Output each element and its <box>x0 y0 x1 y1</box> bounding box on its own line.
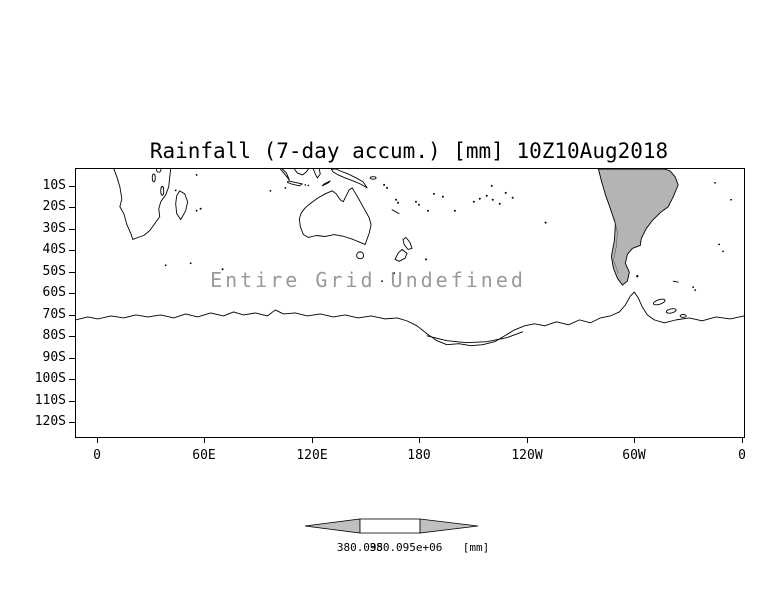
y-tick-mark <box>69 336 75 337</box>
x-tick-mark <box>527 438 528 443</box>
plot-title: Rainfall (7-day accum.) [mm] 10Z10Aug201… <box>149 139 669 163</box>
antarctica-coastline <box>76 291 744 347</box>
y-tick-mark <box>69 293 75 294</box>
borneo <box>293 169 309 176</box>
java <box>286 180 303 187</box>
y-tick-mark <box>69 315 75 316</box>
y-tick-mark <box>69 358 75 359</box>
y-tick-mark <box>69 250 75 251</box>
y-tick-label: 120S <box>34 414 66 429</box>
south-america-landmass <box>597 169 679 286</box>
y-tick-mark <box>69 229 75 230</box>
new-guinea-coastline <box>330 169 368 189</box>
antarctic-island <box>653 298 666 306</box>
ice-shelf-edge <box>426 331 524 344</box>
y-tick-label: 70S <box>42 307 66 322</box>
sumatra <box>279 169 290 181</box>
colorbar-right-arrow <box>419 518 479 534</box>
colorbar-tick-label: 380.095 <box>336 541 384 554</box>
colorbar <box>304 518 479 534</box>
y-tick-mark <box>69 272 75 273</box>
x-tick-label: 180 <box>407 448 431 463</box>
map-plot-area <box>75 168 745 438</box>
timor <box>321 180 331 187</box>
world-map <box>76 169 744 347</box>
sulawesi <box>312 169 321 179</box>
y-tick-label: 20S <box>42 199 66 214</box>
y-tick-label: 40S <box>42 242 66 257</box>
lake-malawi <box>160 185 165 196</box>
new-zealand-south-island <box>394 248 408 262</box>
y-tick-mark <box>69 207 75 208</box>
new-britain <box>369 176 377 180</box>
new-caledonia <box>391 209 400 215</box>
south-georgia <box>672 280 679 283</box>
tasmania <box>356 251 365 260</box>
x-tick-mark <box>204 438 205 443</box>
x-tick-mark <box>742 438 743 443</box>
y-tick-label: 110S <box>34 393 66 408</box>
x-tick-label: 60E <box>192 448 216 463</box>
colorbar-left-arrow <box>304 518 361 534</box>
y-tick-mark <box>69 186 75 187</box>
lake-victoria <box>156 169 162 173</box>
madagascar-coastline <box>175 190 189 221</box>
y-tick-label: 50S <box>42 264 66 279</box>
x-tick-mark <box>419 438 420 443</box>
antarctic-island <box>665 308 677 314</box>
y-tick-mark <box>69 379 75 380</box>
lake-tanganyika <box>151 173 156 183</box>
y-tick-label: 10S <box>42 178 66 193</box>
y-tick-label: 80S <box>42 328 66 343</box>
y-tick-label: 90S <box>42 350 66 365</box>
africa-coastline <box>113 169 172 240</box>
x-tick-label: 0 <box>93 448 101 463</box>
colorbar-segment <box>359 518 421 534</box>
x-tick-mark <box>634 438 635 443</box>
colorbar-tick-label: 380.095e+06 <box>369 541 443 554</box>
australia-coastline <box>298 187 372 245</box>
new-zealand-north-island <box>402 237 413 250</box>
colorbar-units-label: [mm] <box>462 541 490 554</box>
island-dots <box>164 174 732 291</box>
y-tick-mark <box>69 422 75 423</box>
x-tick-label: 60W <box>622 448 646 463</box>
x-tick-mark <box>97 438 98 443</box>
x-tick-label: 120W <box>511 448 543 463</box>
y-tick-mark <box>69 401 75 402</box>
x-tick-label: 120E <box>296 448 328 463</box>
andes-border-line <box>613 218 619 274</box>
y-tick-label: 100S <box>34 371 66 386</box>
y-tick-label: 60S <box>42 285 66 300</box>
x-tick-mark <box>312 438 313 443</box>
y-tick-label: 30S <box>42 221 66 236</box>
antarctic-island <box>679 314 687 318</box>
x-tick-label: 0 <box>738 448 746 463</box>
undefined-grid-message: Entire Grid Undefined <box>210 268 526 292</box>
